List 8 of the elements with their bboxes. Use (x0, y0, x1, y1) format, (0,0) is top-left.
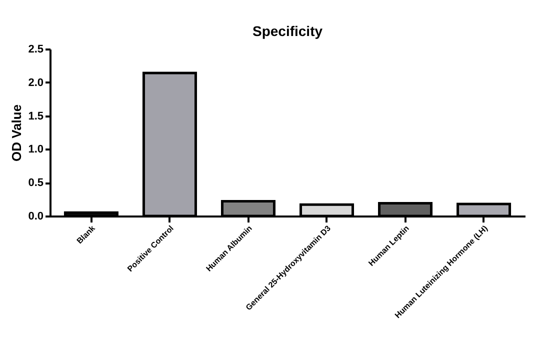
y-tick-label: 2.0 (28, 76, 44, 89)
chart-title: Specificity (252, 23, 323, 39)
y-tick-label: 1.0 (28, 144, 44, 156)
y-tick-label: 1.5 (28, 110, 44, 122)
y-tick-label: 0.5 (28, 177, 44, 190)
y-tick-label: 0.0 (28, 210, 44, 222)
y-tick-label: 2.5 (28, 44, 44, 56)
y-axis-title: OD Value (9, 104, 24, 162)
